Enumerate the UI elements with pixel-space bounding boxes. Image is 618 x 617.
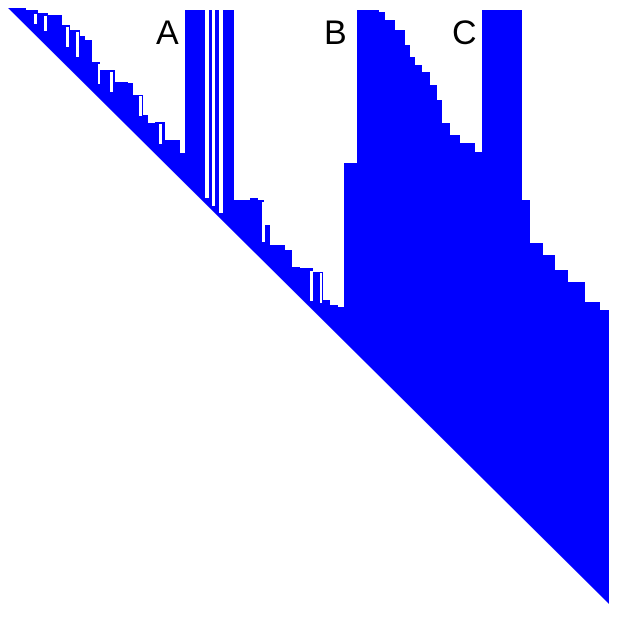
label-c: C <box>452 14 477 52</box>
column-gap <box>76 32 79 57</box>
column-gap <box>98 64 100 84</box>
column-gap <box>159 124 162 144</box>
column-gap <box>110 72 113 92</box>
column-gap <box>66 27 69 47</box>
column-gap <box>320 273 322 303</box>
column-gap <box>44 16 47 31</box>
column-gap <box>139 96 142 116</box>
column-gap <box>219 10 223 213</box>
column-gap <box>212 10 215 206</box>
label-a: A <box>156 14 179 52</box>
column-gap <box>205 10 209 198</box>
matrix-pattern <box>8 8 609 604</box>
label-b: B <box>324 14 347 52</box>
column-gap <box>310 271 313 301</box>
column-gap <box>262 202 265 242</box>
column-gap <box>34 14 37 24</box>
